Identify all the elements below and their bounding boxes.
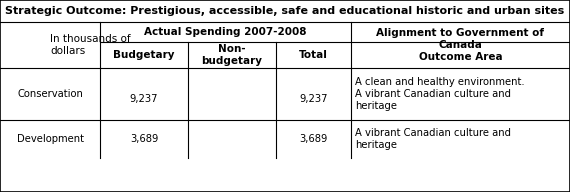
Text: 9,237: 9,237 xyxy=(299,94,328,104)
Text: Strategic Outcome: Prestigious, accessible, safe and educational historic and ur: Strategic Outcome: Prestigious, accessib… xyxy=(5,6,565,16)
Text: Total: Total xyxy=(299,50,328,60)
Text: Actual Spending 2007-2008: Actual Spending 2007-2008 xyxy=(144,27,307,37)
Text: Conservation: Conservation xyxy=(17,89,83,99)
Text: Non-
budgetary: Non- budgetary xyxy=(202,44,263,66)
Text: Budgetary: Budgetary xyxy=(113,50,175,60)
Text: 9,237: 9,237 xyxy=(130,94,158,104)
Text: A clean and healthy environment.
A vibrant Canadian culture and
heritage: A clean and healthy environment. A vibra… xyxy=(355,77,524,111)
Text: Development: Development xyxy=(17,134,83,144)
Text: Alignment to Government of
Canada
Outcome Area: Alignment to Government of Canada Outcom… xyxy=(377,28,544,62)
Text: 3,689: 3,689 xyxy=(299,134,328,144)
Text: A vibrant Canadian culture and
heritage: A vibrant Canadian culture and heritage xyxy=(355,128,511,150)
Text: In thousands of
dollars: In thousands of dollars xyxy=(50,34,131,56)
Text: 3,689: 3,689 xyxy=(130,134,158,144)
